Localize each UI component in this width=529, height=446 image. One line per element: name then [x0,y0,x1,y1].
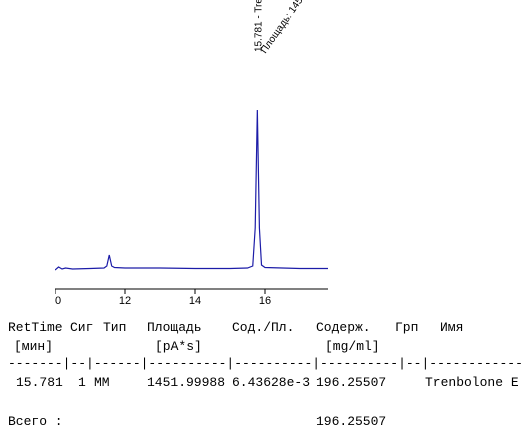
report-cell: 1 [78,375,86,390]
report-cell: Тип [103,320,126,335]
report-cell: -------|--|------|----------|----------|… [8,356,523,371]
report-cell: RetTime [8,320,63,335]
report-cell: Грп [395,320,418,335]
peak-area-label: Площадь: 1452 [259,0,309,56]
x-tick-label: 16 [259,295,271,307]
report-cell: Площадь [147,320,202,335]
x-tick-label: 12 [119,295,131,307]
x-tick-label: 10 [49,295,61,307]
report-cell: Trenbolone E [425,375,519,390]
report-cell: 1451.99988 [147,375,225,390]
report-cell: 15.781 [16,375,63,390]
report-cell: 196.25507 [316,375,386,390]
report-cell: Всего : [8,414,63,429]
report-cell: [мин] [14,339,53,354]
report-cell: Сод./Пл. [232,320,294,335]
report-cell: [mg/ml] [325,339,380,354]
report-cell: 6.43628e-3 [232,375,310,390]
report-cell: [pA*s] [155,339,202,354]
x-tick-label: 14 [189,295,201,307]
peak-label: 15.781 - Trenbolone E [253,0,264,52]
report-cell: Имя [440,320,463,335]
report-cell: Сиг [70,320,93,335]
signal-line [55,109,328,271]
report-cell: 196.25507 [316,414,386,429]
report-cell: MM [94,375,110,390]
report-cell: Содерж. [316,320,371,335]
